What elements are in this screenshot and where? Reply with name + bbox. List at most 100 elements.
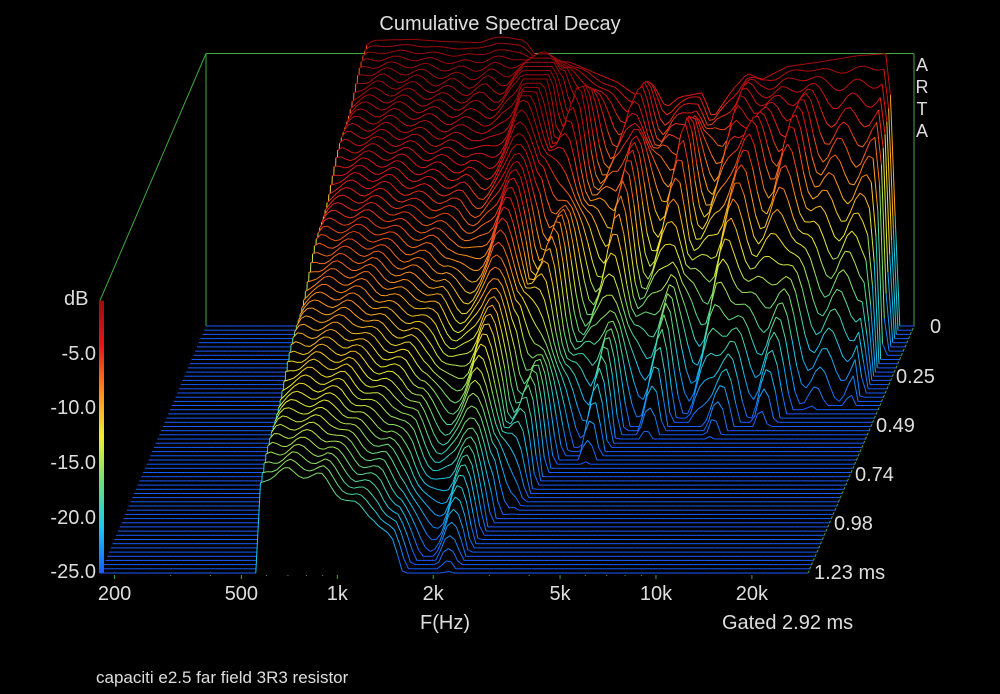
slice-segment: [697, 352, 703, 366]
slice-segment: [507, 57, 513, 61]
slice-segment: [584, 75, 590, 81]
slice-segment: [696, 314, 702, 326]
slice-segment: [575, 198, 581, 209]
slice-segment: [751, 291, 757, 295]
slice-segment: [382, 237, 388, 240]
slice-segment: [796, 79, 802, 82]
slice-segment: [366, 130, 372, 132]
slice-segment: [567, 63, 573, 67]
slice-segment: [592, 133, 598, 162]
slice-segment: [613, 127, 620, 136]
slice-segment: [561, 120, 568, 132]
slice-segment: [382, 115, 388, 120]
slice-segment: [523, 99, 529, 104]
slice-segment: [819, 366, 826, 373]
slice-segment: [755, 125, 762, 144]
slice-segment: [617, 164, 623, 172]
slice-segment: [664, 163, 671, 171]
slice-segment: [820, 167, 827, 176]
slice-segment: [347, 179, 353, 182]
slice-segment: [609, 157, 616, 168]
slice-segment: [763, 86, 770, 90]
slice-segment: [562, 77, 569, 98]
slice-segment: [448, 168, 455, 174]
slice-segment: [850, 67, 856, 72]
slice-segment: [688, 115, 695, 124]
slice-segment: [730, 104, 737, 112]
slice-segment: [700, 229, 706, 240]
slice-segment: [392, 44, 398, 47]
slice-segment: [486, 107, 493, 112]
slice-segment: [495, 122, 501, 127]
slice-segment: [708, 134, 714, 140]
slice-segment: [832, 331, 839, 345]
slice-segment: [351, 98, 358, 102]
slice-segment: [557, 112, 564, 127]
slice-segment: [497, 55, 503, 57]
slice-segment: [428, 51, 434, 53]
slice-segment: [371, 127, 377, 132]
slice-segment: [646, 137, 652, 149]
slice-segment: [564, 70, 571, 86]
slice-segment: [789, 125, 795, 129]
slice-segment: [573, 202, 579, 214]
slice-segment: [378, 45, 384, 48]
slice-segment: [843, 83, 850, 90]
slice-segment: [398, 169, 404, 175]
slice-segment: [727, 97, 734, 103]
slice-segment: [686, 290, 693, 302]
slice-segment: [366, 41, 372, 46]
slice-segment: [473, 82, 479, 88]
slice-segment: [817, 312, 824, 317]
slice-segment: [860, 318, 866, 349]
slice-segment: [485, 83, 492, 89]
slice-segment: [577, 122, 584, 153]
slice-segment: [415, 164, 422, 169]
slice-segment: [743, 73, 750, 78]
slice-segment: [471, 107, 477, 111]
slice-segment: [603, 162, 610, 169]
slice-segment: [847, 125, 854, 137]
slice-segment: [711, 118, 718, 125]
slice-segment: [780, 133, 786, 138]
slice-segment: [551, 211, 557, 215]
slice-segment: [796, 365, 802, 384]
slice-segment: [423, 169, 429, 174]
slice-segment: [839, 234, 845, 242]
slice-segment: [423, 68, 429, 73]
slice-segment: [539, 121, 545, 139]
slice-segment: [700, 117, 707, 129]
slice-segment: [658, 267, 664, 271]
slice-segment: [776, 279, 782, 285]
slice-segment: [659, 138, 665, 147]
slice-segment: [772, 172, 779, 193]
slice-segment: [663, 181, 669, 188]
slice-segment: [542, 146, 548, 155]
slice-segment: [698, 119, 705, 131]
slice-segment: [832, 257, 838, 260]
slice-segment: [859, 192, 866, 198]
slice-segment: [773, 259, 779, 264]
slice-segment: [652, 251, 659, 270]
slice-segment: [480, 152, 487, 156]
slice-segment: [444, 164, 450, 170]
slice-segment: [499, 103, 505, 111]
slice-segment: [492, 117, 499, 123]
slice-segment: [447, 178, 453, 182]
slice-segment: [702, 220, 708, 230]
slice-segment: [425, 140, 432, 146]
slice-segment: [436, 116, 442, 122]
slice-segment: [655, 102, 661, 119]
slice-segment: [422, 57, 428, 60]
slice-segment: [564, 132, 571, 140]
slice-segment: [702, 173, 709, 191]
slice-segment: [843, 383, 850, 396]
slice-segment: [571, 122, 577, 141]
slice-segment: [661, 222, 668, 235]
slice-segment: [707, 123, 713, 126]
slice-segment: [434, 125, 440, 131]
slice-segment: [597, 275, 603, 278]
slice-segment: [829, 84, 836, 90]
slice-segment: [798, 146, 804, 172]
slice-segment: [481, 83, 487, 86]
